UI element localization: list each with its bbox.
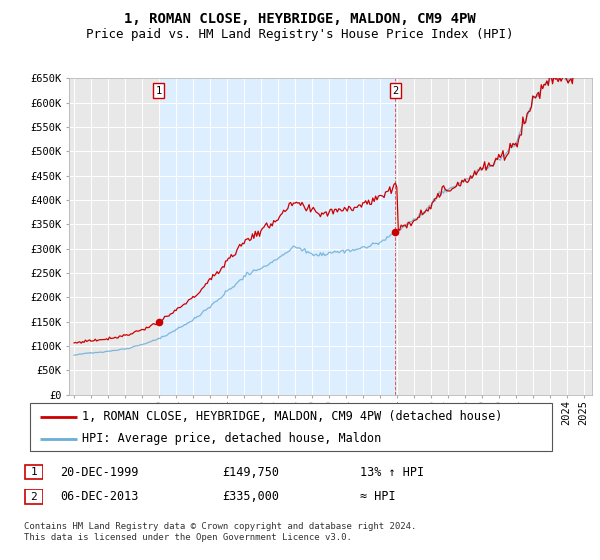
Text: 06-DEC-2013: 06-DEC-2013 xyxy=(60,490,139,503)
Text: £149,750: £149,750 xyxy=(222,465,279,479)
Text: 13% ↑ HPI: 13% ↑ HPI xyxy=(360,465,424,479)
Text: £335,000: £335,000 xyxy=(222,490,279,503)
FancyBboxPatch shape xyxy=(25,465,43,479)
Text: HPI: Average price, detached house, Maldon: HPI: Average price, detached house, Mald… xyxy=(82,432,382,445)
Text: 1, ROMAN CLOSE, HEYBRIDGE, MALDON, CM9 4PW (detached house): 1, ROMAN CLOSE, HEYBRIDGE, MALDON, CM9 4… xyxy=(82,410,503,423)
Text: 2: 2 xyxy=(392,86,398,96)
Text: Price paid vs. HM Land Registry's House Price Index (HPI): Price paid vs. HM Land Registry's House … xyxy=(86,28,514,41)
FancyBboxPatch shape xyxy=(30,403,552,451)
Text: 1: 1 xyxy=(155,86,161,96)
Text: 20-DEC-1999: 20-DEC-1999 xyxy=(60,465,139,479)
Text: Contains HM Land Registry data © Crown copyright and database right 2024.
This d: Contains HM Land Registry data © Crown c… xyxy=(24,522,416,542)
FancyBboxPatch shape xyxy=(25,489,43,504)
Text: ≈ HPI: ≈ HPI xyxy=(360,490,395,503)
Text: 2: 2 xyxy=(30,492,37,502)
Bar xyxy=(158,78,395,395)
Text: 1, ROMAN CLOSE, HEYBRIDGE, MALDON, CM9 4PW: 1, ROMAN CLOSE, HEYBRIDGE, MALDON, CM9 4… xyxy=(124,12,476,26)
Text: 1: 1 xyxy=(30,467,37,477)
